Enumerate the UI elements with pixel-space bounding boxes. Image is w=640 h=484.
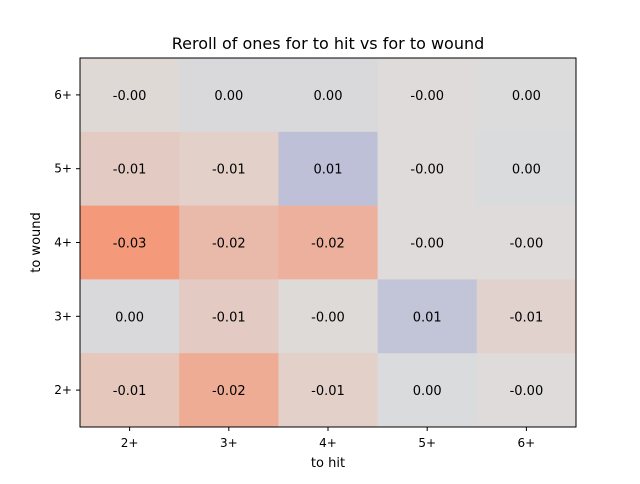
cell-value-label: -0.03 xyxy=(113,237,147,252)
heatmap-cell xyxy=(476,131,577,207)
heatmap-cell xyxy=(377,353,478,428)
heatmap-cell xyxy=(377,131,478,207)
cell-value-label: 0.00 xyxy=(214,89,243,104)
cell-value-label: -0.01 xyxy=(510,310,544,325)
chart-title: Reroll of ones for to hit vs for to woun… xyxy=(172,34,485,53)
cell-value-label: 0.00 xyxy=(512,163,541,178)
x-tick-label: 3+ xyxy=(220,436,238,450)
heatmap-cell xyxy=(179,205,279,280)
heatmap-cell-labels: -0.00 0.00 0.00 -0.00 0.00 -0.01 -0.01 0.01 -0.0… xyxy=(113,89,543,399)
heatmap-cell xyxy=(278,131,379,207)
cell-value-label: -0.02 xyxy=(212,237,246,252)
heatmap-cell xyxy=(80,205,180,280)
cell-value-label: 0.00 xyxy=(314,89,343,104)
y-tick-label: 2+ xyxy=(54,383,72,397)
heatmap-cell xyxy=(80,58,180,133)
x-tick-label: 4+ xyxy=(319,436,337,450)
cell-value-label: -0.02 xyxy=(311,237,345,252)
cell-value-label: -0.00 xyxy=(410,163,444,178)
y-axis-label: to wound xyxy=(29,212,44,273)
cell-value-label: -0.00 xyxy=(510,237,544,252)
y-tick-label: 3+ xyxy=(54,309,72,323)
cell-value-label: 0.01 xyxy=(314,163,343,178)
heatmap-cell xyxy=(278,205,379,280)
x-axis-label: to hit xyxy=(311,456,345,471)
cell-value-label: -0.01 xyxy=(113,163,147,178)
cell-value-label: 0.00 xyxy=(115,310,144,325)
cell-value-label: -0.01 xyxy=(212,310,246,325)
cell-value-label: 0.00 xyxy=(512,89,541,104)
cell-value-label: 0.01 xyxy=(413,310,442,325)
x-tick-label: 2+ xyxy=(121,436,139,450)
cell-value-label: -0.00 xyxy=(113,89,147,104)
y-tick-label: 5+ xyxy=(54,162,72,176)
heatmap-cell xyxy=(476,279,577,354)
heatmap-cell xyxy=(377,205,478,280)
x-tick-label: 6+ xyxy=(518,436,536,450)
heatmap-cell xyxy=(179,279,279,354)
cell-value-label: -0.01 xyxy=(311,384,345,399)
heatmap-cell xyxy=(80,279,180,354)
heatmap-cell xyxy=(377,58,478,133)
cell-value-label: -0.02 xyxy=(212,384,246,399)
heatmap-cell xyxy=(80,131,180,207)
heatmap-cell xyxy=(80,353,180,428)
y-tick-label: 4+ xyxy=(54,236,72,250)
heatmap-cell xyxy=(278,58,379,133)
y-axis-ticks: 6+ 5+ 4+ 3+ 2+ xyxy=(54,88,80,397)
heatmap-cell xyxy=(476,205,577,280)
cell-value-label: -0.00 xyxy=(311,310,345,325)
heatmap-cell xyxy=(476,58,577,133)
y-tick-label: 6+ xyxy=(54,88,72,102)
heatmap-cell xyxy=(179,353,279,428)
heatmap-cell xyxy=(179,131,279,207)
heatmap-cells xyxy=(80,58,577,428)
heatmap-cell xyxy=(377,279,478,354)
cell-value-label: -0.00 xyxy=(410,89,444,104)
heatmap-cell xyxy=(476,353,577,428)
cell-value-label: -0.00 xyxy=(410,237,444,252)
x-axis-ticks: 2+ 3+ 4+ 5+ 6+ xyxy=(121,427,536,450)
x-tick-label: 5+ xyxy=(418,436,436,450)
cell-value-label: 0.00 xyxy=(413,384,442,399)
heatmap-cell xyxy=(278,353,379,428)
heatmap-cell xyxy=(278,279,379,354)
cell-value-label: -0.01 xyxy=(113,384,147,399)
heatmap-cell xyxy=(179,58,279,133)
cell-value-label: -0.01 xyxy=(212,163,246,178)
cell-value-label: -0.00 xyxy=(510,384,544,399)
